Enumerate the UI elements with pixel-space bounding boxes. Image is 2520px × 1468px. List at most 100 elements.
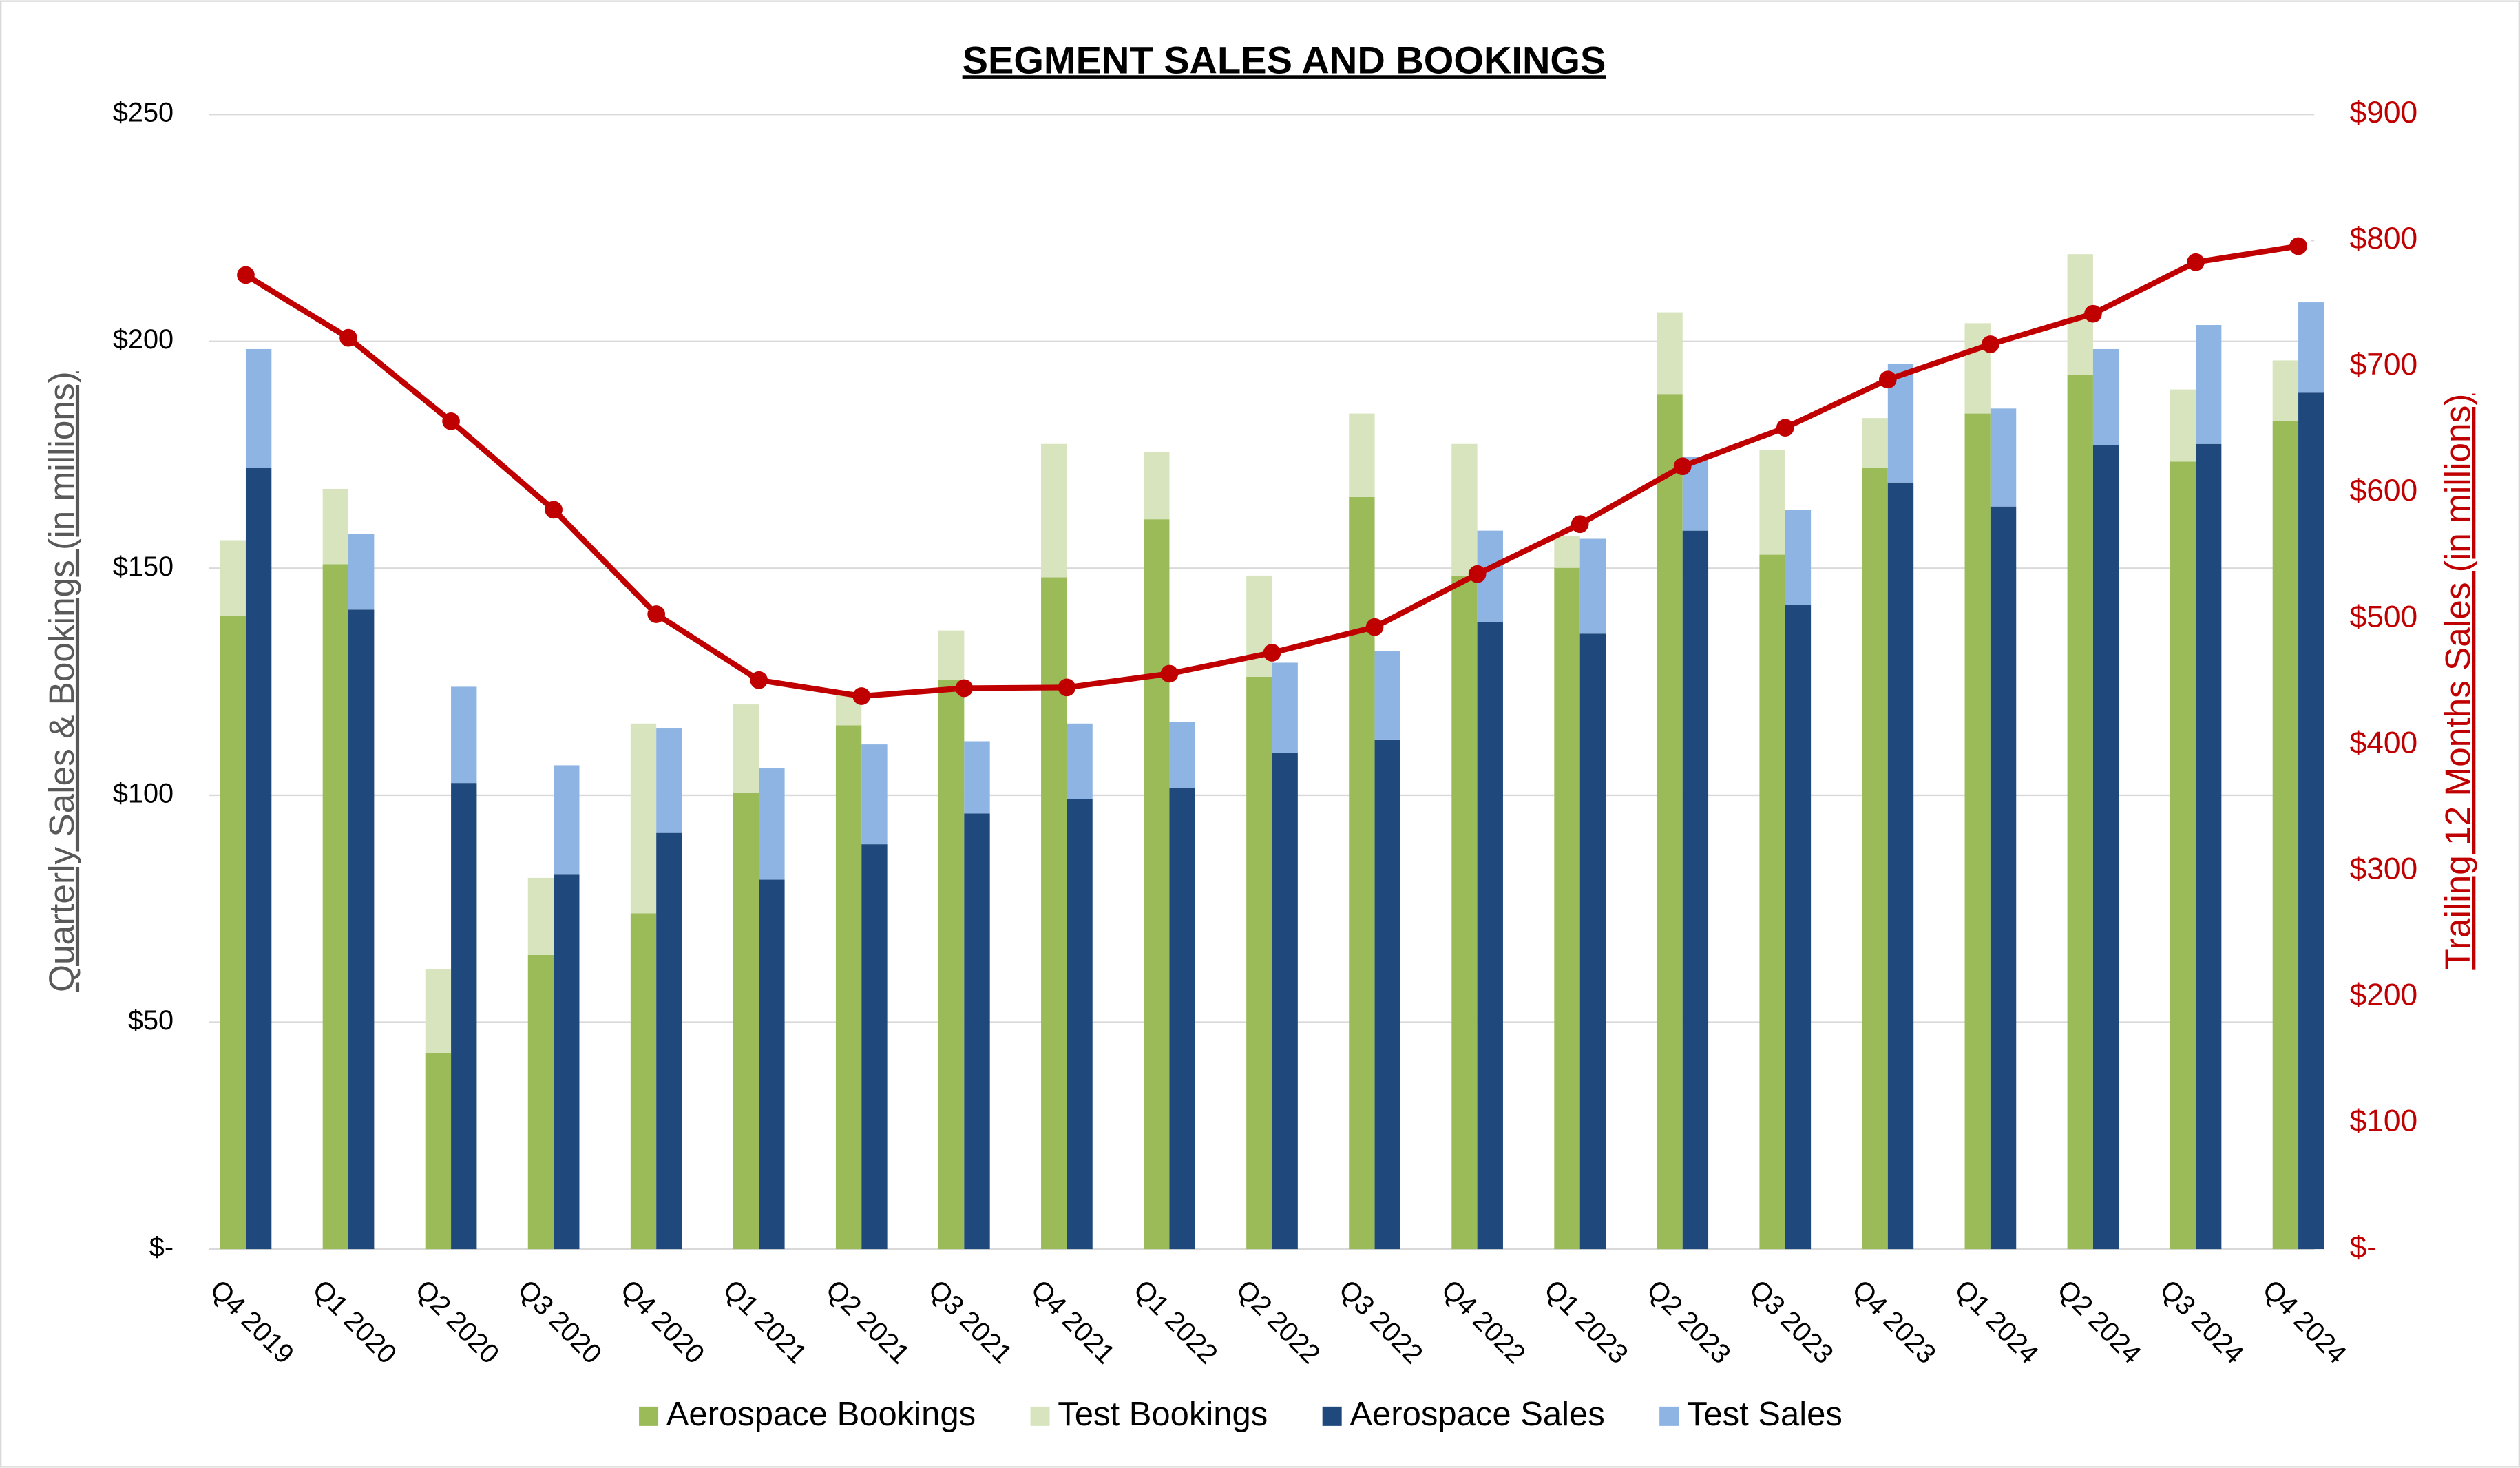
bar [322, 564, 349, 1250]
bar [1041, 577, 1067, 1250]
bar [527, 877, 554, 955]
line-point [1263, 644, 1281, 662]
bar [733, 792, 759, 1250]
bar [527, 954, 554, 1250]
bar [835, 725, 862, 1250]
y-tick-label: $- [149, 1233, 174, 1263]
bar [1477, 622, 1503, 1250]
bar [1169, 722, 1195, 788]
bar [1862, 418, 1888, 468]
y2-axis-label: Trailing 12 Months Sales (in millions) [2438, 394, 2477, 970]
line-point [852, 687, 871, 705]
bar [1451, 443, 1478, 576]
bar [964, 741, 990, 814]
bar [2067, 375, 2093, 1250]
bar [554, 874, 580, 1250]
legend-label: Test Sales [1687, 1396, 1842, 1433]
bar [2272, 421, 2299, 1250]
y2-tick-label: $- [2350, 1230, 2377, 1264]
bar [245, 468, 272, 1250]
bar [348, 609, 375, 1250]
bar [220, 616, 246, 1250]
legend-label: Aerospace Sales [1350, 1396, 1604, 1433]
y-tick-label: $100 [113, 778, 174, 808]
line-point [339, 328, 357, 347]
line-point [1982, 335, 1999, 353]
bar [1759, 554, 1785, 1250]
bar [2272, 360, 2299, 421]
legend-label: Aerospace Bookings [666, 1396, 976, 1433]
bar [630, 913, 657, 1250]
y2-tick-label: $100 [2350, 1104, 2418, 1138]
y2-tick-label: $600 [2350, 474, 2418, 507]
bar [245, 348, 272, 468]
bar [2298, 392, 2324, 1250]
y-tick-label: $50 [128, 1005, 174, 1036]
bar [1990, 506, 2017, 1250]
legend-swatch [1030, 1406, 1050, 1426]
bar [1862, 468, 1888, 1250]
bar [1067, 723, 1093, 799]
legend-label: Test Bookings [1058, 1396, 1268, 1433]
bar [1144, 519, 1170, 1250]
bar [1246, 575, 1272, 677]
y-tick-label: $200 [113, 324, 174, 355]
bar [1785, 605, 1812, 1250]
bar [1579, 633, 1606, 1250]
line-point [1058, 678, 1076, 697]
bar [1785, 510, 1812, 605]
bar [348, 534, 375, 610]
bar [1067, 799, 1093, 1250]
bar [1759, 450, 1785, 555]
bar [733, 704, 759, 793]
bar [964, 813, 990, 1250]
line-point [1365, 618, 1384, 636]
bar [2092, 445, 2119, 1250]
bar [1169, 788, 1195, 1250]
bar [2195, 325, 2222, 444]
bar [861, 844, 888, 1250]
bar [2298, 302, 2324, 393]
bar [861, 744, 888, 845]
bar [1374, 739, 1400, 1250]
bar [1272, 752, 1298, 1250]
line-point [1571, 515, 1589, 534]
bar [1554, 567, 1580, 1250]
bar [1657, 394, 1683, 1250]
line-point [1673, 457, 1692, 476]
line-point [750, 671, 768, 689]
legend: Aerospace Bookings Test Bookings Aerospace… [639, 1396, 1842, 1433]
line-point [2289, 237, 2307, 255]
bar [1349, 413, 1375, 497]
bar [322, 488, 349, 565]
bar [759, 768, 785, 880]
y-axis-label: Quarterly Sales & Bookings (in millions) [42, 371, 81, 992]
bar [2195, 443, 2222, 1250]
line-point [1160, 664, 1179, 683]
line-point [955, 679, 974, 698]
bar [1374, 651, 1400, 740]
bar [1451, 575, 1478, 1250]
line-point [545, 501, 563, 519]
bar [759, 879, 785, 1250]
bar [656, 832, 682, 1250]
bar [554, 765, 580, 875]
legend-swatch [1659, 1406, 1679, 1426]
legend-swatch [639, 1406, 659, 1426]
y2-tick-label: $400 [2350, 726, 2418, 759]
bar [220, 540, 246, 616]
legend-swatch [1322, 1406, 1342, 1426]
line-point [2187, 253, 2205, 271]
bar [630, 723, 657, 914]
bar [1579, 538, 1606, 634]
y-tick-label: $250 [113, 98, 174, 128]
bar [2092, 348, 2119, 445]
bar [1554, 535, 1580, 568]
bar [2170, 389, 2196, 462]
bar [1657, 312, 1683, 395]
bar [1887, 482, 1914, 1250]
line-point [442, 412, 460, 430]
line-point [1776, 419, 1794, 437]
